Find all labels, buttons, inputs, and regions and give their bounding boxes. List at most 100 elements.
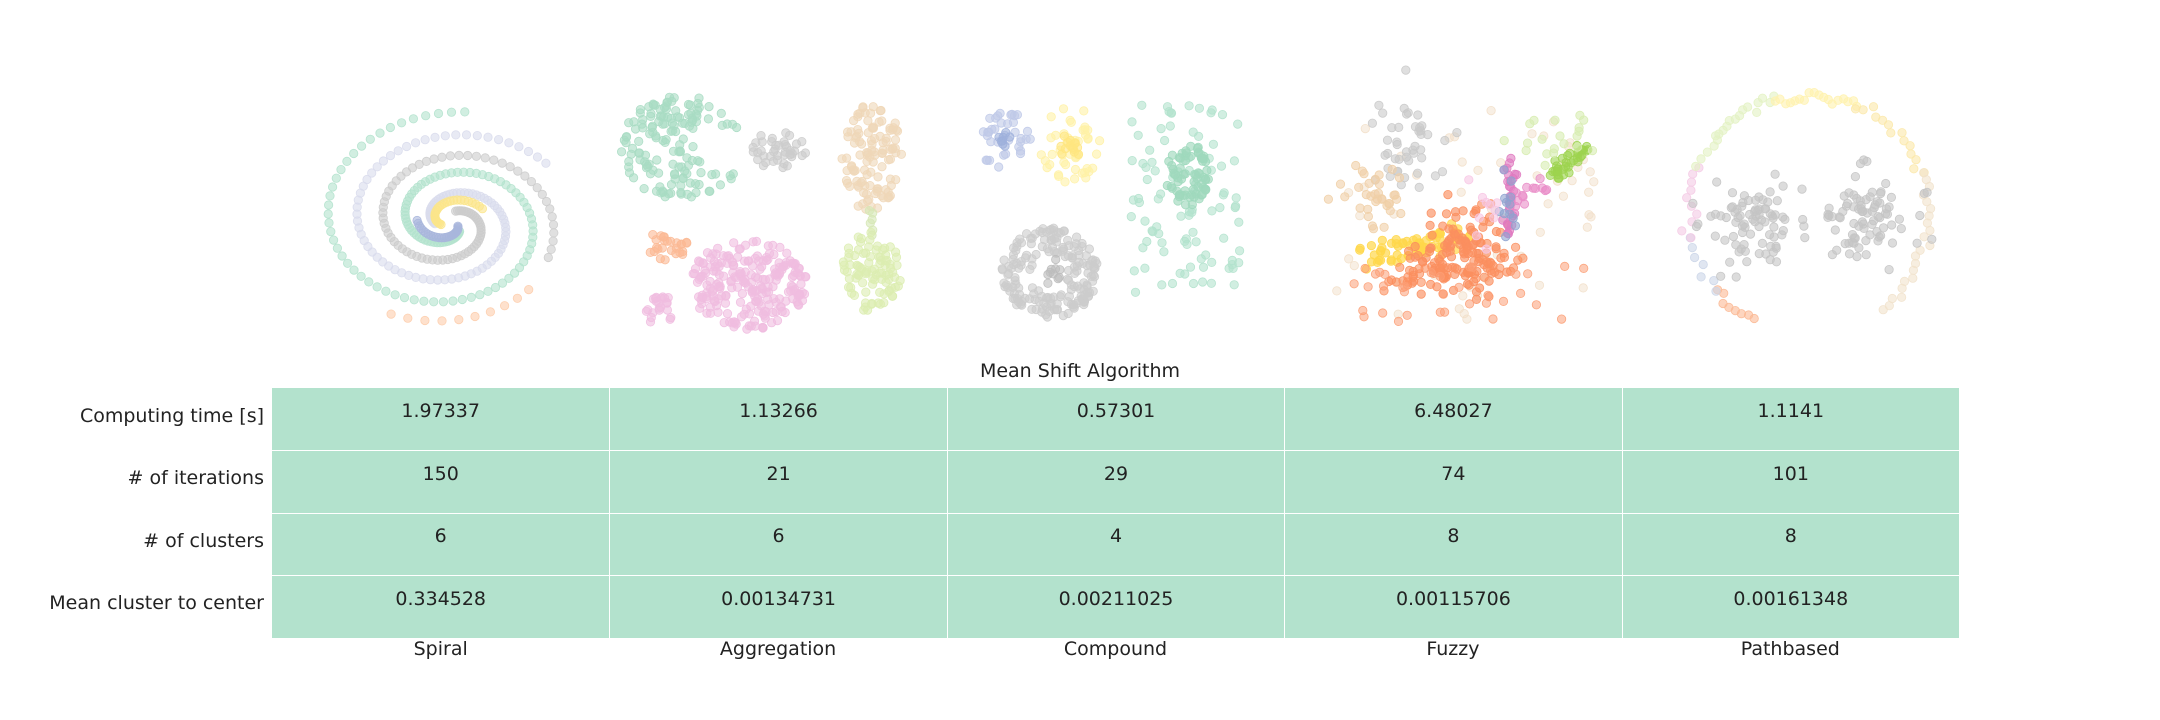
spiral-point [524,284,534,295]
fuzzy-point [1489,213,1499,223]
fuzzy-point [1374,170,1384,180]
fuzzy-point [1582,222,1592,232]
compound-point [1127,117,1137,127]
spiral-point [429,297,439,307]
fuzzy-point [1382,135,1393,145]
column-label: Spiral [413,638,468,660]
fuzzy-point [1516,288,1526,298]
compound-point [1043,278,1053,288]
fuzzy-point [1354,182,1364,192]
fuzzy-point [1466,225,1476,235]
fuzzy-point [1415,123,1425,133]
pathbased-point [1690,252,1700,263]
pathbased-point [1718,298,1728,309]
spiral-point [532,183,542,193]
aggregation-point [858,102,868,112]
spiral-point [336,165,346,175]
compound-point [1233,119,1243,129]
pathbased-point [1876,188,1886,199]
row-label: Mean cluster to center [49,592,264,615]
aggregation-point [641,163,652,173]
aggregation-point [770,144,780,154]
spiral-point [420,135,430,145]
pathbased-point [1682,193,1692,203]
spiral-point [437,152,447,162]
fuzzy-point [1426,268,1436,278]
fuzzy-point [1499,165,1509,175]
aggregation-point [722,258,732,268]
compound-point [1041,310,1051,320]
pathbased-point [1771,257,1782,267]
compound-point [1130,287,1141,297]
fuzzy-point [1360,263,1370,274]
aggregation-point [619,135,630,145]
aggregation-point [626,149,636,159]
spiral-point [378,156,388,166]
aggregation-point [861,248,871,258]
spiral-point [461,130,472,140]
compound-point [1046,231,1056,241]
aggregation-point [680,166,690,176]
column-label: Aggregation [719,638,837,660]
pathbased-point [1691,221,1702,232]
compound-point [1156,124,1166,134]
aggregation-point [797,150,807,161]
fuzzy-point [1357,166,1368,176]
spiral-point [497,158,507,168]
pathbased-point [1757,93,1768,103]
aggregation-point [758,322,768,332]
aggregation-point [770,270,780,280]
pathbased-point [1742,257,1752,267]
aggregation-point [846,282,856,293]
pathbased-point [1922,197,1932,207]
spiral-point [451,130,461,140]
aggregation-point [676,189,686,199]
compound-point [1072,261,1082,271]
compound-point [999,150,1009,160]
aggregation-point [624,118,634,128]
spiral-point [342,258,353,268]
spiral-point [325,191,335,201]
aggregation-point [645,317,656,327]
aggregation-point [785,256,795,266]
aggregation-point [715,281,725,292]
compound-point [1197,153,1207,163]
pathbased-point [1886,192,1897,202]
aggregation-point [860,302,871,312]
fuzzy-point [1537,134,1547,144]
fuzzy-point [1425,220,1435,230]
fuzzy-point [1540,160,1550,170]
compound-point [1051,254,1061,265]
spiral-point [454,314,464,325]
fuzzy-point [1380,269,1390,279]
aggregation-point [763,254,773,264]
pathbased-point [1876,231,1886,241]
pathbased-point [1886,128,1896,138]
aggregation-point [767,133,777,143]
pathbased-point [1797,184,1807,194]
fuzzy-point [1363,282,1373,292]
aggregation-point [655,111,665,121]
compound-point [1061,160,1071,170]
aggregation-point [671,106,681,116]
aggregation-point [648,99,658,109]
pathbased-point [1750,217,1760,227]
spiral-point [457,294,467,305]
aggregation-point [883,187,893,197]
fuzzy-point [1506,176,1516,186]
table-cell: 0.00161348 [1622,576,1959,638]
fuzzy-point [1456,187,1466,197]
spiral-point [386,309,396,319]
fuzzy-point [1501,232,1511,242]
spiral-point [545,204,555,214]
aggregation-point [687,113,697,123]
fuzzy-point [1464,175,1474,185]
fuzzy-point [1529,115,1539,126]
fuzzy-point [1450,207,1461,217]
compound-point [1230,202,1240,213]
aggregation-point [839,265,850,275]
compound-point [1197,190,1207,200]
spiral-point [466,292,476,302]
pathbased-point [1887,220,1897,230]
compound-point [996,136,1006,146]
